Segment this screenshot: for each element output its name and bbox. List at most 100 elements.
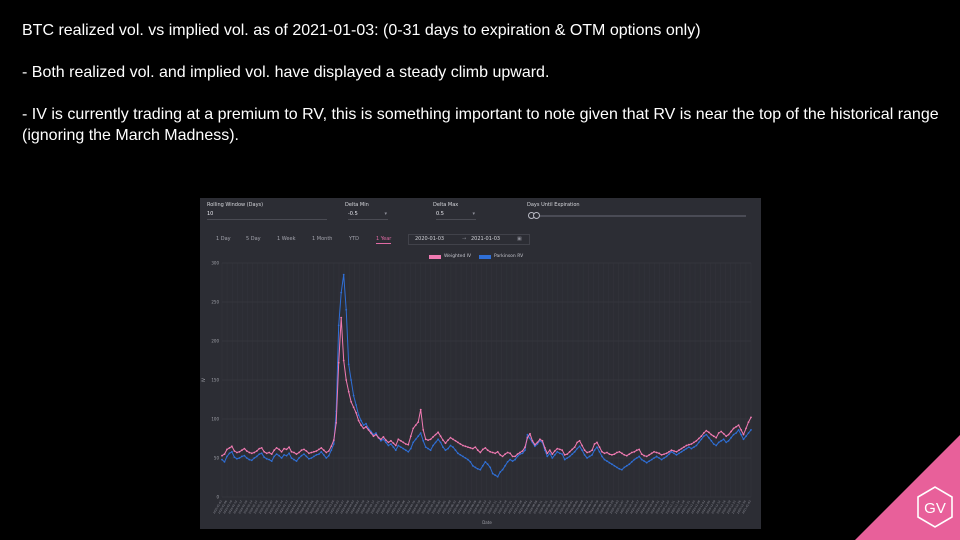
slider-handle-max[interactable]	[533, 212, 540, 219]
parkinson-rv-point	[596, 446, 598, 448]
x-tick-label: 2020-11-28	[690, 499, 701, 514]
weighted-iv-point	[660, 454, 663, 456]
weighted-iv-point	[414, 424, 417, 427]
parkinson-rv-point	[479, 468, 482, 471]
period-tab-1-year[interactable]: 1 Year	[376, 236, 392, 244]
parkinson-rv-point	[350, 379, 352, 381]
legend-parkinson-rv[interactable]: Parkinson RV	[494, 254, 524, 259]
parkinson-rv-point	[481, 464, 484, 467]
parkinson-rv-point	[593, 449, 596, 452]
weighted-iv-point	[347, 390, 350, 393]
period-tab-1-week[interactable]: 1 Week	[277, 236, 296, 242]
parkinson-rv-point	[280, 457, 283, 459]
weighted-iv-point	[563, 454, 566, 456]
y-tick-label: 150	[211, 378, 219, 383]
weighted-iv-point	[365, 425, 367, 428]
weighted-iv-point	[722, 432, 725, 435]
days-until-expiration-slider[interactable]	[530, 215, 746, 217]
parkinson-rv-point	[270, 460, 273, 462]
weighted-iv-point	[236, 451, 238, 454]
weighted-iv-point	[608, 453, 611, 455]
weighted-iv-point	[320, 447, 323, 449]
parkinson-rv-point	[290, 457, 293, 459]
weighted-iv-point	[725, 435, 728, 438]
period-tab-5-day[interactable]: 5 Day	[246, 236, 261, 242]
weighted-iv-point	[621, 452, 623, 455]
date-range-picker[interactable]: 2020-01-03 → 2021-01-03 ▣	[408, 234, 530, 245]
parkinson-rv-point	[427, 447, 429, 450]
x-tick-label: 2020-04-21	[370, 499, 381, 514]
x-tick-label: 2020-09-01	[563, 499, 574, 514]
parkinson-rv-point	[546, 455, 549, 458]
parkinson-rv-point	[625, 464, 628, 467]
parkinson-rv-point	[260, 452, 263, 455]
weighted-iv-point	[735, 425, 737, 428]
weighted-iv-point	[270, 453, 273, 455]
parkinson-rv-point	[673, 452, 675, 455]
weighted-iv-point	[650, 452, 653, 455]
parkinson-rv-point	[640, 458, 643, 461]
legend-weighted-iv[interactable]: Weighted IV	[444, 254, 472, 259]
parkinson-rv-point	[740, 433, 742, 436]
weighted-iv-point	[303, 448, 305, 451]
weighted-iv-point	[601, 450, 603, 453]
weighted-iv-point	[611, 454, 613, 456]
x-tick-label: 2020-03-02	[298, 499, 309, 514]
parkinson-rv-point	[496, 475, 499, 478]
y-axis-label: IV	[201, 378, 206, 382]
weighted-iv-point	[399, 439, 402, 442]
period-tab-1-month[interactable]: 1 Month	[312, 236, 333, 242]
x-tick-label: 2020-07-28	[512, 499, 523, 514]
x-tick-label: 2020-10-21	[634, 499, 645, 514]
weighted-iv-point	[638, 448, 641, 451]
x-tick-label: 2020-10-10	[619, 499, 630, 514]
period-tab-ytd[interactable]: YTD	[349, 236, 359, 242]
weighted-iv-point	[598, 446, 601, 448]
parkinson-rv-point	[608, 461, 611, 464]
x-tick-label: 2020-05-22	[415, 499, 426, 514]
weighted-iv-point	[464, 445, 467, 448]
legend-swatch-parkinson-rv	[479, 255, 491, 259]
x-tick-label: 2020-11-21	[680, 499, 691, 514]
parkinson-rv-point	[387, 444, 390, 447]
weighted-iv-point	[352, 406, 355, 409]
weighted-iv-point	[720, 430, 723, 433]
parkinson-rv-point	[653, 457, 655, 459]
parkinson-rv-point	[382, 438, 385, 441]
weighted-iv-point	[596, 441, 598, 444]
parkinson-rv-point	[566, 457, 569, 459]
x-axis-label: Date	[482, 520, 492, 525]
parkinson-rv-point	[583, 454, 586, 456]
weighted-iv-point	[546, 452, 549, 455]
x-tick-label: 2020-11-11	[665, 499, 676, 514]
parkinson-rv-point	[742, 438, 745, 441]
weighted-iv-point	[258, 447, 261, 450]
parkinson-rv-point	[750, 429, 752, 431]
parkinson-rv-point	[645, 461, 648, 464]
parkinson-rv-point	[231, 450, 233, 453]
parkinson-rv-point	[573, 450, 576, 453]
parkinson-rv-point	[407, 450, 410, 453]
parkinson-rv-point	[449, 444, 452, 447]
weighted-iv-point	[655, 451, 658, 454]
x-tick-label: 2020-10-17	[629, 499, 640, 514]
calendar-icon[interactable]: ▣	[517, 236, 522, 242]
weighted-iv-point	[536, 441, 539, 444]
weighted-iv-point	[263, 450, 266, 453]
delta-max-select[interactable]: 0.5 ▾	[436, 211, 476, 220]
parkinson-rv-point	[318, 453, 320, 455]
parkinson-rv-point	[491, 472, 494, 475]
rolling-window-input[interactable]: 10	[207, 211, 327, 220]
weighted-iv-point	[442, 439, 444, 441]
period-tab-1-day[interactable]: 1 Day	[216, 236, 231, 242]
parkinson-rv-point	[424, 446, 427, 448]
delta-min-select[interactable]: -0.5 ▾	[348, 211, 388, 220]
weighted-iv-point	[553, 450, 556, 452]
x-tick-label: 2020-11-25	[685, 499, 696, 514]
weighted-iv-point	[233, 450, 236, 452]
weighted-iv-point	[616, 451, 618, 454]
weighted-iv-point	[665, 452, 668, 455]
weighted-iv-point	[491, 451, 494, 454]
x-tick-label: 2020-06-26	[466, 499, 477, 514]
parkinson-rv-point	[553, 454, 556, 456]
